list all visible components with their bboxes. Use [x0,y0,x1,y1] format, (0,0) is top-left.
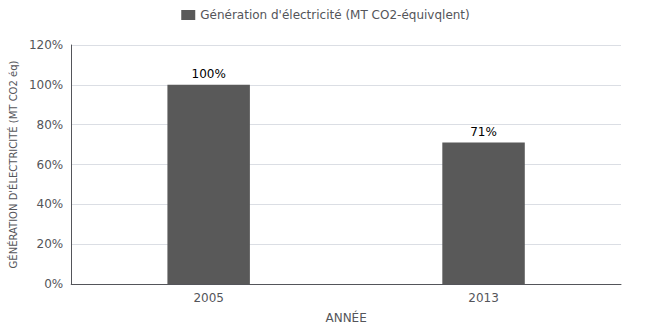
svg-text:71%: 71% [470,125,497,139]
svg-text:100%: 100% [191,67,225,81]
svg-text:2013: 2013 [468,291,499,305]
svg-text:ANNÉE: ANNÉE [325,310,366,325]
svg-text:Génération d'électricité (MT C: Génération d'électricité (MT CO2-équivql… [200,8,470,22]
svg-text:100%: 100% [29,78,63,92]
svg-text:40%: 40% [37,197,64,211]
svg-text:2005: 2005 [193,291,224,305]
svg-text:GÉNÉRATION D'ÉLECTRICITÉ (MT C: GÉNÉRATION D'ÉLECTRICITÉ (MT CO2 éq) [7,60,19,268]
svg-text:80%: 80% [37,118,64,132]
svg-text:120%: 120% [29,38,63,52]
svg-text:20%: 20% [37,237,64,251]
svg-text:0%: 0% [44,277,63,291]
svg-text:60%: 60% [37,158,64,172]
